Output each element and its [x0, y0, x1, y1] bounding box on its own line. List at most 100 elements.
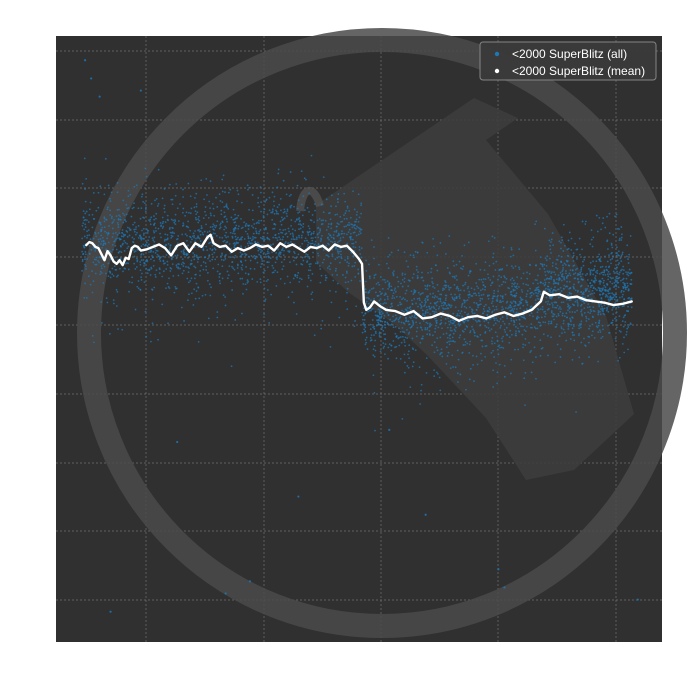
scatter-point — [580, 304, 582, 307]
scatter-point — [300, 234, 303, 237]
scatter-point — [124, 241, 127, 244]
scatter-point — [551, 304, 554, 306]
scatter-point — [558, 277, 561, 280]
scatter-point — [552, 312, 555, 315]
scatter-point — [107, 184, 110, 187]
scatter-point — [364, 312, 367, 314]
scatter-point — [102, 263, 105, 266]
scatter-point — [580, 341, 583, 344]
scatter-point — [268, 196, 271, 199]
scatter-point — [461, 330, 464, 332]
scatter-point — [279, 238, 282, 241]
scatter-point — [97, 191, 100, 194]
scatter-point — [157, 202, 160, 205]
scatter-point — [401, 274, 404, 276]
scatter-point — [371, 307, 374, 310]
scatter-point — [216, 206, 219, 208]
scatter-outlier-point — [98, 95, 101, 98]
scatter-point — [501, 316, 504, 318]
scatter-point — [118, 237, 121, 240]
scatter-point — [496, 382, 499, 385]
scatter-point — [129, 193, 132, 196]
scatter-point — [274, 261, 277, 264]
scatter-point — [233, 268, 236, 271]
scatter-point — [309, 279, 312, 282]
scatter-point — [601, 265, 604, 268]
scatter-point — [373, 327, 376, 330]
scatter-point — [629, 235, 632, 237]
scatter-point — [521, 291, 524, 293]
scatter-point — [139, 263, 142, 266]
scatter-point — [549, 257, 551, 260]
scatter-point — [538, 268, 541, 270]
scatter-point — [584, 344, 586, 347]
scatter-point — [372, 374, 375, 377]
scatter-point — [512, 311, 515, 313]
scatter-point — [408, 323, 411, 326]
scatter-point — [373, 325, 375, 328]
scatter-point — [455, 275, 458, 277]
scatter-point — [551, 292, 554, 295]
scatter-point — [102, 244, 105, 247]
scatter-point — [599, 294, 602, 296]
scatter-point — [561, 312, 564, 315]
scatter-point — [511, 308, 514, 310]
scatter-point — [293, 301, 295, 304]
scatter-point — [610, 277, 613, 280]
scatter-point — [133, 255, 136, 258]
scatter-point — [225, 236, 228, 239]
scatter-point — [553, 301, 556, 304]
scatter-point — [604, 295, 607, 298]
scatter-point — [197, 340, 200, 343]
scatter-point — [423, 314, 426, 317]
scatter-point — [587, 311, 590, 314]
scatter-point — [504, 293, 507, 296]
scatter-point — [557, 274, 560, 277]
scatter-point — [159, 222, 162, 224]
scatter-point — [119, 267, 121, 270]
scatter-point — [368, 277, 371, 280]
scatter-point — [378, 263, 380, 266]
scatter-point — [256, 246, 259, 248]
scatter-point — [539, 325, 542, 327]
scatter-point — [500, 309, 503, 311]
scatter-point — [378, 284, 381, 286]
scatter-point — [280, 209, 282, 212]
scatter-point — [354, 261, 357, 264]
scatter-point — [567, 305, 569, 308]
scatter-point — [282, 229, 285, 232]
scatter-point — [140, 238, 143, 241]
scatter-point — [571, 327, 574, 330]
scatter-point — [100, 265, 103, 267]
scatter-point — [198, 297, 201, 300]
scatter-point — [542, 321, 545, 324]
scatter-point — [395, 357, 398, 360]
scatter-point — [379, 350, 382, 353]
scatter-point — [190, 259, 193, 262]
scatter-point — [554, 301, 557, 304]
scatter-point — [493, 289, 496, 292]
scatter-point — [287, 296, 290, 299]
scatter-point — [617, 281, 620, 284]
scatter-point — [500, 276, 503, 279]
scatter-point — [100, 301, 103, 303]
scatter-point — [311, 214, 314, 216]
scatter-point — [185, 252, 188, 255]
scatter-outlier-point — [139, 89, 142, 92]
scatter-point — [527, 284, 529, 287]
scatter-point — [514, 304, 517, 307]
scatter-point — [370, 288, 373, 290]
scatter-point — [152, 251, 155, 253]
scatter-point — [108, 249, 111, 252]
scatter-point — [612, 255, 614, 258]
scatter-point — [493, 309, 496, 311]
scatter-point — [196, 211, 199, 214]
scatter-point — [386, 311, 389, 314]
scatter-point — [263, 238, 266, 241]
scatter-point — [446, 355, 449, 357]
scatter-point — [557, 296, 560, 299]
scatter-point — [338, 240, 341, 243]
scatter-point — [581, 314, 584, 317]
scatter-point — [334, 213, 337, 216]
scatter-point — [576, 274, 579, 277]
